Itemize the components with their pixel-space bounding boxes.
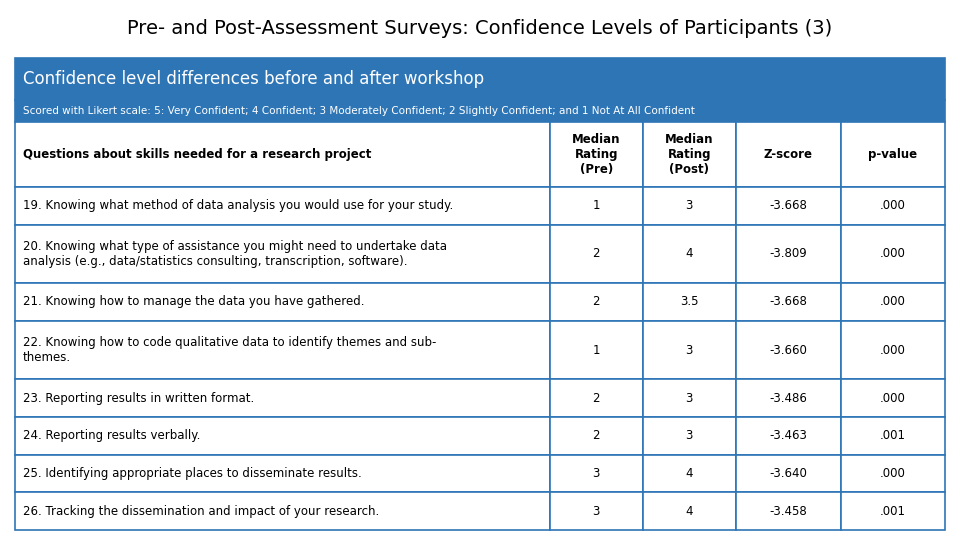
Bar	[15, 283, 550, 321]
Bar	[643, 492, 735, 530]
Text: 21. Knowing how to manage the data you have gathered.: 21. Knowing how to manage the data you h…	[23, 295, 365, 308]
Bar	[841, 379, 945, 417]
Text: Z-score: Z-score	[764, 148, 813, 161]
Bar	[550, 417, 643, 455]
Text: 25. Identifying appropriate places to disseminate results.: 25. Identifying appropriate places to di…	[23, 467, 362, 480]
Text: 22. Knowing how to code qualitative data to identify themes and sub-
themes.: 22. Knowing how to code qualitative data…	[23, 336, 437, 364]
Text: Scored with Likert scale: 5: Very Confident; 4 Confident; 3 Moderately Confident: Scored with Likert scale: 5: Very Confid…	[23, 106, 695, 116]
Text: 3: 3	[685, 392, 693, 404]
Bar	[643, 379, 735, 417]
Text: 19. Knowing what method of data analysis you would use for your study.: 19. Knowing what method of data analysis…	[23, 199, 453, 212]
Text: 2: 2	[592, 392, 600, 404]
Bar	[15, 100, 945, 122]
Text: -3.458: -3.458	[769, 505, 807, 518]
Bar	[550, 283, 643, 321]
Bar	[15, 187, 550, 225]
Bar	[735, 379, 841, 417]
Text: p-value: p-value	[869, 148, 918, 161]
Bar	[643, 122, 735, 187]
Text: -3.668: -3.668	[769, 295, 807, 308]
Bar	[643, 283, 735, 321]
Bar	[735, 455, 841, 492]
Text: 4: 4	[685, 467, 693, 480]
Bar	[841, 122, 945, 187]
Text: 2: 2	[592, 429, 600, 442]
Text: 24. Reporting results verbally.: 24. Reporting results verbally.	[23, 429, 201, 442]
Text: 4: 4	[685, 505, 693, 518]
Bar	[735, 417, 841, 455]
Bar	[735, 321, 841, 379]
Text: Median
Rating
(Post): Median Rating (Post)	[665, 133, 713, 176]
Bar	[735, 187, 841, 225]
Bar	[15, 492, 550, 530]
Text: .000: .000	[880, 467, 906, 480]
Text: Median
Rating
(Pre): Median Rating (Pre)	[572, 133, 620, 176]
Text: 20. Knowing what type of assistance you might need to undertake data
analysis (e: 20. Knowing what type of assistance you …	[23, 240, 447, 268]
Text: 2: 2	[592, 247, 600, 260]
Text: .000: .000	[880, 343, 906, 356]
Bar	[550, 455, 643, 492]
Text: Pre- and Post-Assessment Surveys: Confidence Levels of Participants (3): Pre- and Post-Assessment Surveys: Confid…	[128, 18, 832, 37]
Bar	[550, 187, 643, 225]
Text: 3.5: 3.5	[680, 295, 699, 308]
Bar	[15, 321, 550, 379]
Text: 4: 4	[685, 247, 693, 260]
Bar	[550, 122, 643, 187]
Bar	[643, 225, 735, 283]
Bar	[841, 187, 945, 225]
Bar	[643, 321, 735, 379]
Text: 3: 3	[592, 467, 600, 480]
Bar	[735, 122, 841, 187]
Text: 26. Tracking the dissemination and impact of your research.: 26. Tracking the dissemination and impac…	[23, 505, 379, 518]
Text: .000: .000	[880, 247, 906, 260]
Text: 3: 3	[592, 505, 600, 518]
Text: Questions about skills needed for a research project: Questions about skills needed for a rese…	[23, 148, 372, 161]
Bar	[15, 122, 550, 187]
Text: -3.463: -3.463	[769, 429, 807, 442]
Bar	[841, 455, 945, 492]
Text: .000: .000	[880, 392, 906, 404]
Text: 23. Reporting results in written format.: 23. Reporting results in written format.	[23, 392, 254, 404]
Bar	[643, 187, 735, 225]
Text: 1: 1	[592, 199, 600, 212]
Text: -3.809: -3.809	[769, 247, 807, 260]
Bar	[550, 225, 643, 283]
Bar	[15, 417, 550, 455]
Bar	[15, 455, 550, 492]
Text: -3.668: -3.668	[769, 199, 807, 212]
Text: Confidence level differences before and after workshop: Confidence level differences before and …	[23, 70, 484, 88]
Text: .000: .000	[880, 295, 906, 308]
Text: 2: 2	[592, 295, 600, 308]
Bar	[643, 455, 735, 492]
Text: 1: 1	[592, 343, 600, 356]
Text: -3.660: -3.660	[769, 343, 807, 356]
Bar	[735, 492, 841, 530]
Bar	[841, 321, 945, 379]
Text: 3: 3	[685, 343, 693, 356]
Bar	[841, 283, 945, 321]
Text: 3: 3	[685, 429, 693, 442]
Bar	[15, 379, 550, 417]
Bar	[550, 492, 643, 530]
Bar	[643, 417, 735, 455]
Text: .000: .000	[880, 199, 906, 212]
Bar	[550, 321, 643, 379]
Bar	[550, 379, 643, 417]
Bar	[735, 283, 841, 321]
Text: .001: .001	[880, 505, 906, 518]
Text: -3.486: -3.486	[769, 392, 807, 404]
Text: -3.640: -3.640	[769, 467, 807, 480]
Bar	[735, 225, 841, 283]
Text: .001: .001	[880, 429, 906, 442]
Bar	[15, 225, 550, 283]
Text: 3: 3	[685, 199, 693, 212]
Bar	[841, 417, 945, 455]
Bar	[841, 225, 945, 283]
Bar	[15, 58, 945, 100]
Bar	[841, 492, 945, 530]
